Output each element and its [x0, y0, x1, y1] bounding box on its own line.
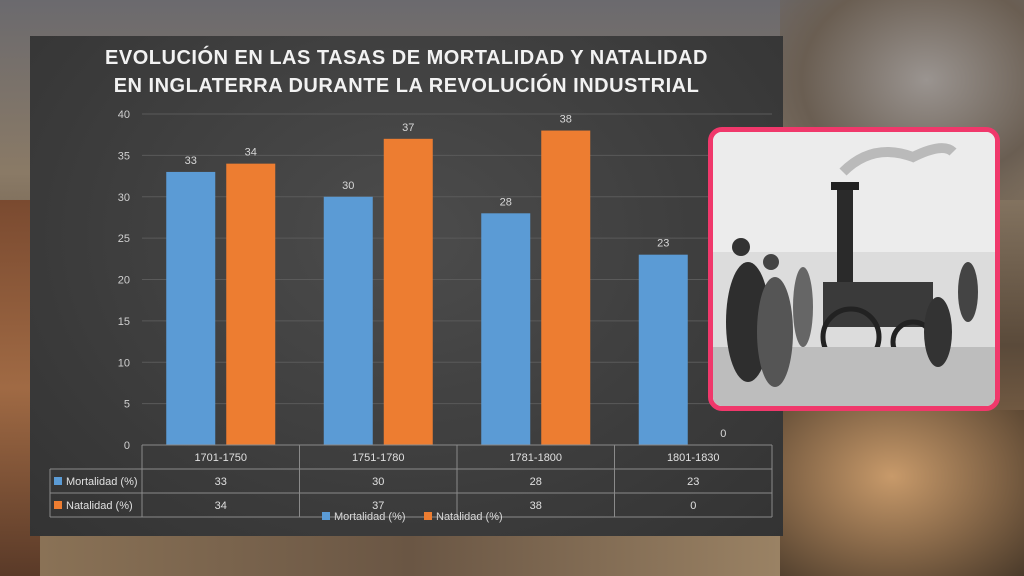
data-label: 28 — [500, 196, 512, 208]
data-label: 37 — [402, 122, 414, 134]
table-cell: 37 — [372, 500, 384, 512]
y-tick-label: 25 — [118, 233, 130, 245]
table-series-name: Natalidad (%) — [66, 500, 133, 512]
table-legend-key — [54, 477, 62, 485]
category-label: 1801-1830 — [667, 452, 720, 464]
table-cell: 30 — [372, 476, 384, 488]
y-tick-label: 35 — [118, 150, 130, 162]
table-legend-key — [54, 501, 62, 509]
y-tick-label: 30 — [118, 192, 130, 204]
background-ground — [40, 535, 780, 576]
y-tick-label: 10 — [118, 357, 130, 369]
bar-mortalidad — [323, 196, 373, 445]
legend-key — [322, 512, 330, 520]
category-label: 1751-1780 — [352, 452, 405, 464]
data-label: 0 — [720, 428, 726, 440]
table-cell: 33 — [215, 476, 227, 488]
category-label: 1701-1750 — [194, 452, 247, 464]
bar-natalidad — [383, 138, 433, 445]
data-label: 23 — [657, 238, 669, 250]
background-landscape — [760, 410, 1024, 576]
bar-mortalidad — [638, 254, 688, 445]
y-tick-label: 20 — [118, 275, 130, 287]
legend-label: Natalidad (%) — [436, 511, 503, 523]
data-label: 38 — [560, 114, 572, 126]
table-cell: 23 — [687, 476, 699, 488]
data-label: 34 — [245, 147, 257, 159]
y-tick-label: 0 — [124, 440, 130, 452]
locomotive-engraving-image — [713, 132, 995, 406]
data-label: 30 — [342, 180, 354, 192]
chart-panel: EVOLUCIÓN EN LAS TASAS DE MORTALIDAD Y N… — [30, 36, 783, 536]
chart-title-line2: EN INGLATERRA DURANTE LA REVOLUCIÓN INDU… — [113, 75, 700, 97]
chart-title-line1: EVOLUCIÓN EN LAS TASAS DE MORTALIDAD Y N… — [105, 47, 708, 69]
bar-natalidad — [541, 130, 591, 446]
table-cell: 34 — [215, 500, 227, 512]
legend-key — [424, 512, 432, 520]
table-cell: 38 — [530, 500, 542, 512]
bar-mortalidad — [481, 213, 531, 445]
y-tick-label: 40 — [118, 109, 130, 121]
data-label: 33 — [185, 155, 197, 167]
locomotive-photo-frame — [708, 127, 1000, 411]
table-series-name: Mortalidad (%) — [66, 476, 138, 488]
bar-mortalidad — [166, 171, 216, 446]
legend-label: Mortalidad (%) — [334, 511, 406, 523]
bar-natalidad — [226, 163, 276, 445]
y-tick-label: 5 — [124, 399, 130, 411]
table-cell: 28 — [530, 476, 542, 488]
category-label: 1781-1800 — [509, 452, 562, 464]
bar-chart: 0 5 10 15 20 25 30 35 40 33 30 28 23 34 37 38 0 1701-1750… — [49, 109, 773, 523]
y-tick-label: 15 — [118, 316, 130, 328]
table-cell: 0 — [690, 500, 696, 512]
